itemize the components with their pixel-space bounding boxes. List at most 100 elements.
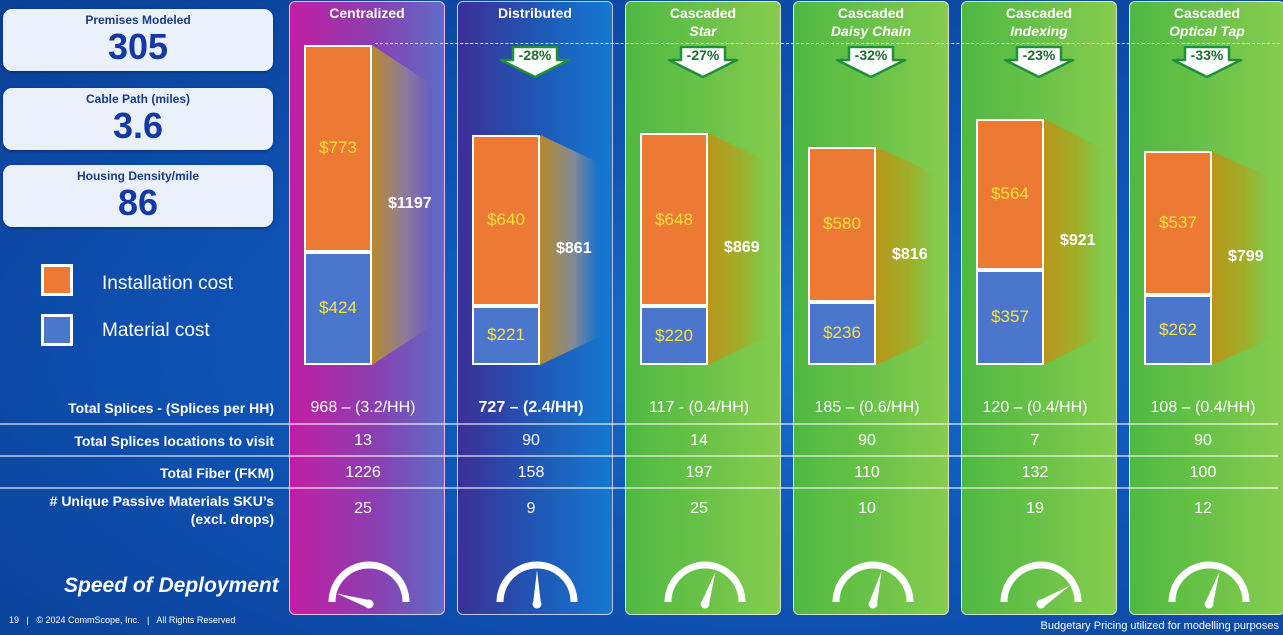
table-cell: 13 (354, 432, 372, 449)
bar-total-label: $1197 (388, 195, 432, 212)
table-cell: 12 (1194, 500, 1212, 517)
column-4: Cascaded Daisy Chain $580 $236 $816 -32% (793, 1, 949, 615)
down-arrow-icon (1003, 45, 1075, 79)
bar-installation-cost: $773 (304, 45, 372, 252)
column-title: Cascaded Star (626, 4, 780, 40)
table-cell: 117 - (0.4/HH) (648, 399, 750, 416)
speed-gauge-icon (492, 554, 582, 609)
table-cell: 14 (690, 432, 708, 449)
savings-percent: -27% (686, 47, 720, 63)
bar-depth-shade (540, 134, 598, 365)
column-title-main: Cascaded (1005, 5, 1073, 21)
row-separator (0, 455, 1278, 457)
column-title-main: Cascaded (1173, 5, 1241, 21)
speed-gauge-icon (828, 554, 918, 609)
speed-gauge-icon (1164, 554, 1254, 609)
column-1: Centralized $773 $424 $1197 (289, 1, 445, 615)
column-title-main: Cascaded (837, 5, 905, 21)
footer-copyright: 19 | © 2024 CommScope, Inc. | All Rights… (9, 615, 236, 625)
stat-value: 3.6 (112, 105, 164, 146)
row-label-line: # Unique Passive Materials SKU’s (49, 493, 274, 509)
stat-label: Cable Path (miles) (85, 92, 191, 106)
speed-of-deployment-label: Speed of Deployment (64, 574, 279, 597)
bar-material-cost: $221 (472, 305, 540, 365)
bar-installation-cost: $648 (640, 132, 708, 307)
stat-value: 86 (117, 182, 159, 223)
savings-badge: -23% (1003, 45, 1075, 79)
stat-premises: Premises Modeled 305 (3, 9, 273, 71)
bar-depth-shade (1212, 151, 1270, 365)
bar-installation-cost: $640 (472, 134, 540, 306)
stat-value: 305 (107, 26, 169, 67)
bar-total-label: $869 (724, 238, 760, 256)
column-6: Cascaded Optical Tap $537 $262 $799 -33% (1129, 1, 1283, 615)
stat-label: Housing Density/mile (76, 169, 200, 183)
table-cell: 9 (526, 500, 536, 517)
legend-swatch-installation (41, 264, 73, 296)
column-title: Centralized (290, 4, 444, 22)
column-title-sub: Star (689, 23, 717, 39)
bar-material-cost: $220 (640, 306, 708, 365)
bar-installation-cost: $537 (1144, 151, 1212, 295)
row-label-total-fiber: Total Fiber (FKM) (159, 465, 274, 481)
table-cell: 727 – (2.4/HH) (478, 399, 584, 416)
column-title-sub: Daisy Chain (830, 23, 912, 39)
table-cell: 120 – (0.4/HH) (982, 399, 1088, 416)
legend-label-installation: Installation cost (102, 273, 233, 294)
bar-depth-shade (876, 146, 934, 365)
speed-gauge-icon (660, 554, 750, 609)
table-cell: 110 (854, 464, 880, 481)
column-title: Cascaded Daisy Chain (794, 4, 948, 40)
savings-percent: -28% (518, 47, 552, 63)
bar-material-cost: $357 (976, 269, 1044, 365)
table-cell: 90 (522, 432, 540, 449)
bar-material-cost: $262 (1144, 294, 1212, 365)
savings-percent: -33% (1190, 47, 1224, 63)
bar-material-cost: $236 (808, 301, 876, 365)
bar-depth-shade (708, 132, 766, 365)
column-title-main: Distributed (498, 5, 572, 21)
savings-badge: -33% (1171, 45, 1243, 79)
table-cell: 132 (1021, 464, 1049, 481)
bar-depth-shade (372, 45, 430, 365)
stat-label: Premises Modeled (85, 13, 191, 27)
stat-housing-density: Housing Density/mile 86 (3, 165, 273, 227)
stat-cable-path: Cable Path (miles) 3.6 (3, 88, 273, 150)
bar-depth-shade (1044, 118, 1102, 365)
column-2: Distributed $640 $221 $861 -28% (457, 1, 613, 615)
column-title-main: Cascaded (669, 5, 737, 21)
row-separator (0, 423, 1278, 425)
table-cell: 25 (354, 500, 372, 517)
column-title-sub: Optical Tap (1169, 23, 1245, 39)
bar-total-label: $816 (892, 245, 928, 263)
savings-badge: -32% (835, 45, 907, 79)
bar-material-cost: $424 (304, 251, 372, 365)
legend-swatch-material (41, 314, 73, 346)
table-cell: 90 (1194, 432, 1212, 449)
row-separator (0, 487, 1278, 489)
speed-gauge-icon (324, 554, 414, 609)
table-cell: 19 (1026, 500, 1044, 517)
legend-label-material: Material cost (102, 320, 210, 341)
speed-gauge-icon (996, 554, 1086, 609)
row-label-line: (excl. drops) (190, 511, 274, 527)
table-cell: 185 – (0.6/HH) (814, 399, 920, 416)
bar-installation-cost: $580 (808, 146, 876, 302)
table-cell: 100 (1189, 464, 1217, 481)
column-5: Cascaded Indexing $564 $357 $921 -23% (961, 1, 1117, 615)
table-cell: 7 (1030, 432, 1040, 449)
table-cell: 158 (517, 464, 545, 481)
table-cell: 197 (685, 464, 713, 481)
table-cell: 25 (690, 500, 708, 517)
bar-installation-cost: $564 (976, 118, 1044, 270)
column-3: Cascaded Star $648 $220 $869 -27% (625, 1, 781, 615)
down-arrow-icon (1171, 45, 1243, 79)
bar-total-label: $799 (1228, 248, 1264, 266)
savings-badge: -28% (499, 45, 571, 79)
table-cell: 90 (858, 432, 876, 449)
down-arrow-icon (499, 45, 571, 79)
baseline-reference-line (375, 43, 1280, 44)
column-title-sub: Indexing (1010, 23, 1068, 39)
table-cell: 10 (858, 500, 876, 517)
column-title: Distributed (458, 4, 612, 22)
